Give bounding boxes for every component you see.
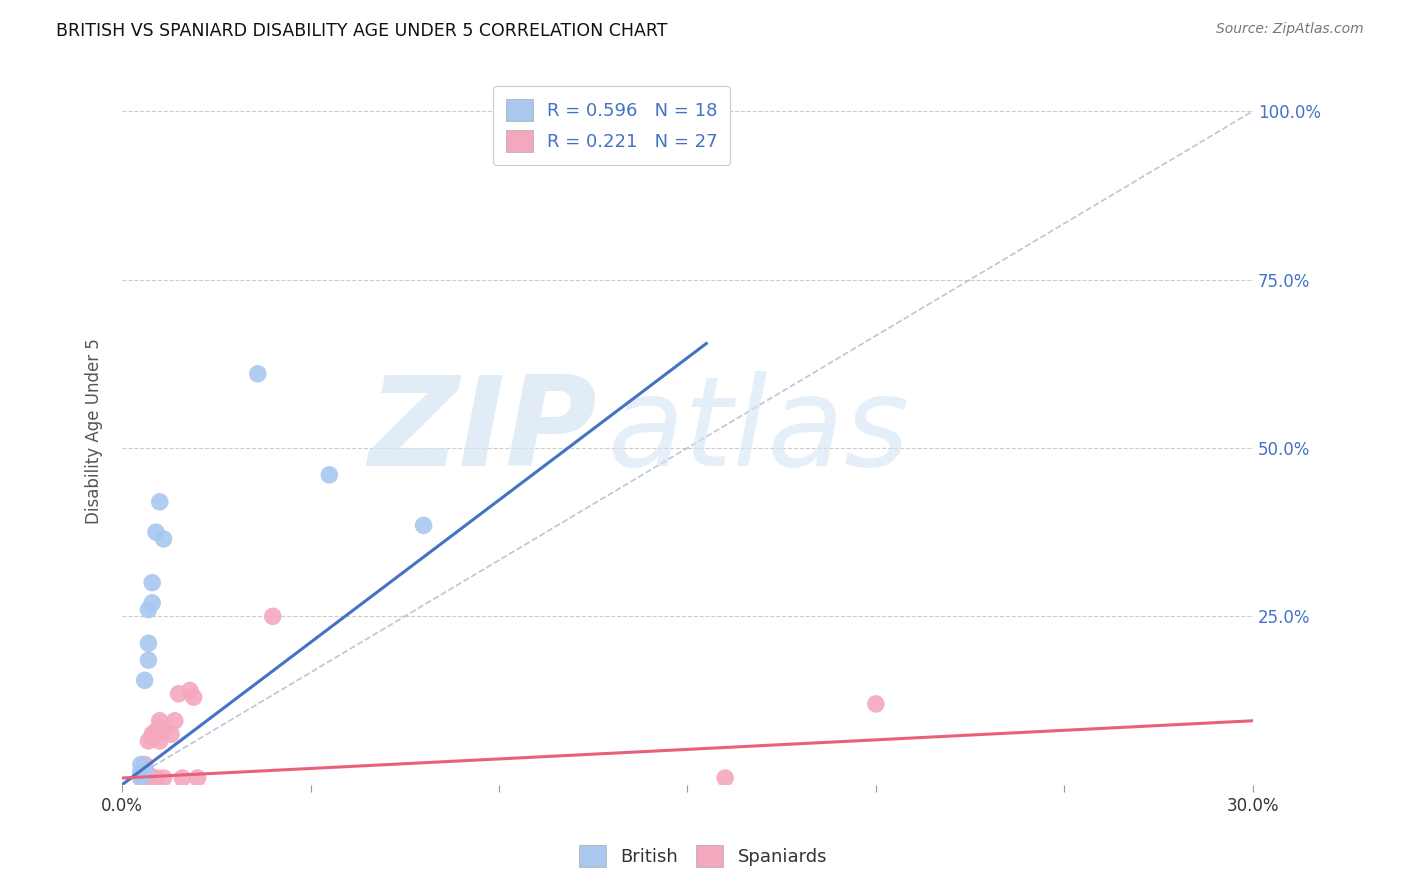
Point	[186, 771, 208, 785]
Point	[129, 771, 152, 785]
Text: BRITISH VS SPANIARD DISABILITY AGE UNDER 5 CORRELATION CHART: BRITISH VS SPANIARD DISABILITY AGE UNDER…	[56, 22, 668, 40]
Point	[134, 764, 156, 779]
Point	[714, 771, 737, 785]
Point	[172, 771, 194, 785]
Point	[145, 723, 167, 738]
Point	[141, 575, 163, 590]
Point	[412, 518, 434, 533]
Point	[152, 532, 174, 546]
Point	[134, 673, 156, 688]
Point	[134, 767, 156, 781]
Point	[129, 767, 152, 781]
Point	[138, 771, 160, 785]
Point	[149, 721, 172, 735]
Point	[160, 727, 183, 741]
Point	[865, 697, 887, 711]
Text: Source: ZipAtlas.com: Source: ZipAtlas.com	[1216, 22, 1364, 37]
Point	[138, 602, 160, 616]
Point	[246, 367, 269, 381]
Point	[167, 687, 190, 701]
Point	[134, 757, 156, 772]
Legend: R = 0.596   N = 18, R = 0.221   N = 27: R = 0.596 N = 18, R = 0.221 N = 27	[494, 87, 730, 165]
Point	[183, 690, 205, 705]
Point	[149, 734, 172, 748]
Point	[149, 714, 172, 728]
Point	[145, 771, 167, 785]
Point	[262, 609, 284, 624]
Point	[138, 653, 160, 667]
Point	[138, 636, 160, 650]
Text: ZIP: ZIP	[368, 370, 598, 491]
Point	[141, 596, 163, 610]
Point	[141, 727, 163, 741]
Point	[318, 467, 340, 482]
Legend: British, Spaniards: British, Spaniards	[572, 838, 834, 874]
Y-axis label: Disability Age Under 5: Disability Age Under 5	[86, 338, 103, 524]
Point	[152, 723, 174, 738]
Point	[149, 495, 172, 509]
Text: atlas: atlas	[609, 370, 911, 491]
Point	[179, 683, 201, 698]
Point	[526, 111, 548, 125]
Point	[129, 757, 152, 772]
Point	[141, 731, 163, 745]
Point	[129, 767, 152, 781]
Point	[163, 714, 186, 728]
Point	[134, 764, 156, 779]
Point	[138, 767, 160, 781]
Point	[145, 525, 167, 540]
Point	[129, 764, 152, 779]
Point	[138, 734, 160, 748]
Point	[129, 771, 152, 785]
Point	[152, 771, 174, 785]
